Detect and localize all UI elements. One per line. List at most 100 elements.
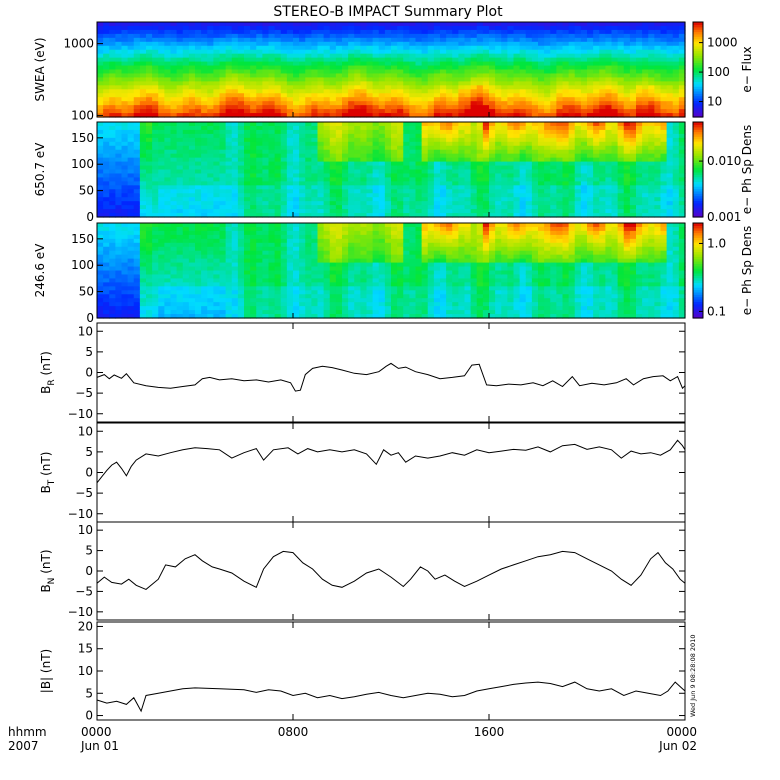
spectrogram-cell — [519, 125, 527, 131]
spectrogram-cell — [188, 177, 196, 182]
spectrogram-cell — [636, 153, 643, 159]
spectrogram-cell — [219, 85, 227, 90]
colorbar-cell — [693, 105, 703, 109]
spectrogram-cell — [158, 93, 165, 98]
spectrogram-cell — [391, 125, 398, 131]
spectrogram-cell — [458, 65, 466, 71]
spectrogram-cell — [440, 185, 447, 190]
spectrogram-cell — [372, 197, 380, 202]
spectrogram-cell — [666, 145, 674, 151]
spectrogram-cell — [397, 61, 404, 67]
spectrogram-cell — [556, 97, 564, 102]
spectrogram-cell — [121, 173, 129, 179]
spectrogram-cell — [599, 77, 606, 82]
spectrogram-cell — [636, 33, 643, 39]
spectrogram-cell — [305, 185, 312, 190]
spectrogram-cell — [531, 149, 539, 155]
spectrogram-cell — [531, 57, 539, 63]
spectrogram-cell — [146, 230, 153, 236]
spectrogram-cell — [636, 201, 643, 206]
spectrogram-cell — [250, 33, 257, 39]
spectrogram-cell — [433, 125, 441, 131]
spectrogram-cell — [556, 29, 564, 35]
spectrogram-cell — [195, 69, 202, 75]
spectrogram-cell — [495, 109, 502, 114]
spectrogram-cell — [397, 45, 404, 51]
spectrogram-cell — [323, 49, 331, 55]
y-tick-label: 50 — [79, 184, 94, 198]
spectrogram-cell — [482, 133, 490, 139]
spectrogram-cell — [452, 213, 459, 218]
spectrogram-cell — [329, 133, 337, 139]
spectrogram-cell — [433, 77, 441, 82]
spectrogram-cell — [231, 97, 239, 102]
spectrogram-cell — [146, 181, 153, 186]
spectrogram-cell — [170, 197, 178, 202]
spectrogram-cell — [348, 22, 355, 27]
spectrogram-cell — [458, 25, 466, 31]
spectrogram-cell — [550, 133, 557, 139]
spectrogram-cell — [384, 165, 392, 171]
spectrogram-cell — [286, 37, 294, 43]
spectrogram-cell — [660, 73, 668, 79]
spectrogram-cell — [317, 97, 325, 102]
spectrogram-cell — [274, 169, 282, 175]
spectrogram-cell — [458, 161, 466, 167]
spectrogram-cell — [617, 145, 625, 151]
spectrogram-cell — [274, 145, 282, 151]
spectrogram-cell — [531, 193, 539, 198]
spectrogram-cell — [164, 113, 172, 118]
spectrogram-cell — [538, 37, 545, 43]
spectrogram-cell — [286, 153, 294, 159]
spectrogram-cell — [531, 133, 539, 139]
spectrogram-cell — [299, 169, 306, 175]
spectrogram-cell — [250, 129, 257, 135]
spectrogram-cell — [525, 185, 533, 190]
spectrogram-cell — [201, 157, 208, 163]
spectrogram-cell — [250, 49, 257, 55]
spectrogram-cell — [593, 77, 600, 82]
spectrogram-cell — [146, 161, 153, 167]
spectrogram-cell — [654, 97, 662, 102]
spectrogram-cell — [531, 22, 539, 27]
spectrogram-cell — [280, 49, 288, 55]
spectrogram-cell — [421, 193, 429, 198]
spectrogram-cell — [201, 177, 208, 182]
spectrogram-cell — [507, 45, 515, 51]
spectrogram-cell — [482, 37, 490, 43]
spectrogram-cell — [384, 177, 392, 182]
spectrogram-cell — [513, 85, 521, 90]
spectrogram-cell — [299, 177, 306, 182]
spectrogram-cell — [433, 97, 441, 102]
spectrogram-cell — [268, 25, 276, 31]
spectrogram-cell — [531, 101, 539, 106]
spectrogram-cell — [188, 22, 196, 27]
spectrogram-cell — [103, 37, 110, 43]
spectrogram-cell — [427, 161, 435, 167]
spectrogram-cell — [244, 197, 251, 202]
spectrogram-cell — [244, 153, 251, 159]
spectrogram-cell — [201, 69, 208, 75]
spectrogram-cell — [109, 25, 116, 31]
spectrogram-cell — [672, 109, 680, 114]
spectrogram-cell — [360, 161, 368, 167]
spectrogram-cell — [201, 65, 208, 71]
spectrogram-cell — [476, 85, 484, 90]
spectrogram-cell — [378, 185, 386, 190]
spectrogram-cell — [666, 93, 674, 98]
spectrogram-cell — [605, 89, 613, 94]
spectrogram-cell — [391, 157, 398, 163]
spectrogram-cell — [678, 197, 686, 202]
spectrogram-cell — [580, 81, 588, 86]
spectrogram-cell — [225, 185, 233, 190]
spectrogram-cell — [391, 209, 398, 214]
spectrogram-cell — [593, 113, 600, 118]
spectrogram-cell — [115, 65, 123, 71]
spectrogram-cell — [666, 73, 674, 79]
spectrogram-cell — [305, 65, 312, 71]
spectrogram-cell — [482, 209, 490, 214]
spectrogram-cell — [587, 65, 594, 71]
spectrogram-cell — [348, 101, 355, 106]
spectrogram-cell — [629, 113, 637, 118]
spectrogram-cell — [452, 89, 459, 94]
